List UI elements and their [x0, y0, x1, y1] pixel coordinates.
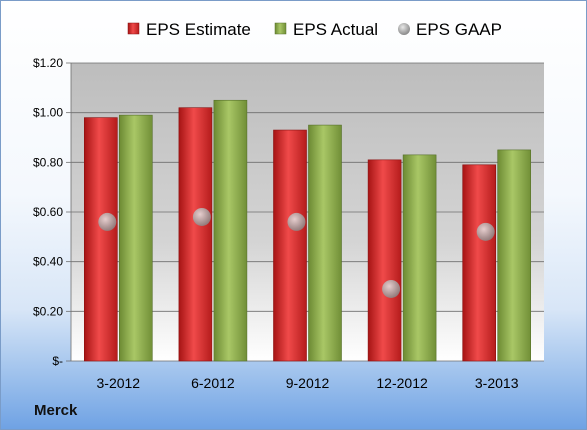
gaap-marker: [192, 207, 211, 226]
x-category-label: 3-2012: [97, 375, 141, 391]
legend-label-estimate: EPS Estimate: [146, 20, 251, 39]
x-category-label: 6-2012: [191, 375, 235, 391]
legend-item-actual: EPS Actual: [274, 20, 378, 39]
legend-swatch-actual: [274, 22, 287, 35]
legend-swatch-gaap: [398, 23, 410, 35]
gaap-marker: [476, 222, 495, 241]
legend-label-actual: EPS Actual: [293, 20, 378, 39]
estimate-bar: [84, 117, 118, 362]
x-category-label: 3-2013: [475, 375, 519, 391]
gaap-marker: [98, 212, 117, 231]
estimate-bar: [462, 164, 497, 362]
legend-item-estimate: EPS Estimate: [127, 20, 251, 39]
legend: EPS Estimate EPS Actual EPS GAAP: [127, 20, 502, 39]
actual-bar: [497, 149, 532, 362]
gaap-markers: [98, 207, 495, 298]
actual-bar: [308, 124, 342, 362]
x-category-label: 12-2012: [376, 375, 428, 391]
actual-bar: [402, 154, 437, 362]
x-category-label: 9-2012: [286, 375, 330, 391]
y-tick-label: $0.20: [33, 304, 63, 318]
legend-swatch-estimate: [127, 22, 140, 35]
y-axis-ticks: $- $0.20 $0.40 $0.60 $0.80 $1.00 $1.20: [33, 56, 71, 368]
estimate-bar: [178, 107, 213, 362]
y-tick-label: $0.40: [33, 255, 63, 269]
gaap-marker: [382, 279, 401, 298]
y-tick-label: $-: [52, 354, 63, 368]
actual-bar: [119, 114, 153, 362]
y-tick-label: $0.80: [33, 155, 63, 169]
legend-item-gaap: EPS GAAP: [398, 20, 502, 39]
estimate-bar: [367, 159, 402, 362]
y-tick-label: $1.20: [33, 56, 63, 70]
legend-label-gaap: EPS GAAP: [416, 20, 502, 39]
bars: [84, 99, 532, 362]
gaap-marker: [287, 212, 306, 231]
actual-bar: [213, 99, 248, 362]
y-tick-label: $1.00: [33, 106, 63, 120]
y-tick-label: $0.60: [33, 205, 63, 219]
company-label: Merck: [34, 402, 78, 419]
x-axis-categories: 3-2012 6-2012 9-2012 12-2012 3-2013: [97, 375, 519, 391]
estimate-bar: [273, 129, 307, 362]
